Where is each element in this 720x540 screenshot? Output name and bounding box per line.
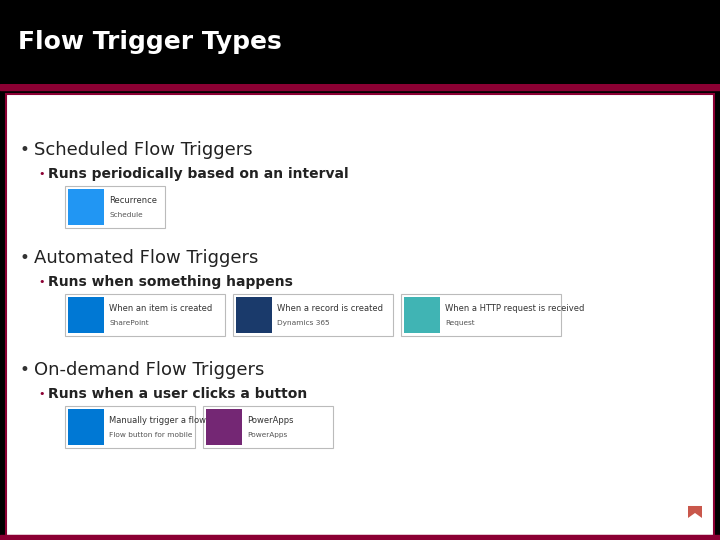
Text: •: • — [38, 169, 45, 179]
Bar — [206, 409, 242, 445]
Text: On-demand Flow Triggers: On-demand Flow Triggers — [34, 361, 264, 379]
Bar — [68, 297, 104, 333]
Text: Runs periodically based on an interval: Runs periodically based on an interval — [48, 167, 348, 181]
Bar — [0, 535, 720, 540]
Bar — [68, 189, 104, 225]
Text: Request: Request — [445, 320, 474, 326]
Bar — [401, 294, 561, 336]
Text: When an item is created: When an item is created — [109, 304, 212, 313]
Text: PowerApps: PowerApps — [247, 416, 294, 425]
Text: •: • — [38, 277, 45, 287]
Bar — [233, 294, 393, 336]
Bar — [65, 186, 165, 228]
Bar — [65, 406, 195, 448]
Text: •: • — [38, 389, 45, 399]
Text: Flow Trigger Types: Flow Trigger Types — [18, 30, 282, 54]
Bar — [236, 297, 272, 333]
Text: •: • — [20, 249, 30, 267]
Text: •: • — [20, 361, 30, 379]
Bar — [68, 409, 104, 445]
Text: Automated Flow Triggers: Automated Flow Triggers — [34, 249, 258, 267]
Polygon shape — [688, 506, 702, 518]
Text: When a record is created: When a record is created — [277, 304, 383, 313]
Text: When a HTTP request is received: When a HTTP request is received — [445, 304, 585, 313]
Text: SharePoint: SharePoint — [109, 320, 148, 326]
Bar — [0, 84, 720, 90]
Bar — [203, 406, 333, 448]
Text: Flow button for mobile: Flow button for mobile — [109, 433, 192, 438]
Text: Schedule: Schedule — [109, 212, 143, 218]
Bar — [65, 294, 225, 336]
Text: PowerApps: PowerApps — [247, 433, 287, 438]
Text: Scheduled Flow Triggers: Scheduled Flow Triggers — [34, 141, 253, 159]
Text: •: • — [20, 141, 30, 159]
Text: Recurrence: Recurrence — [109, 196, 157, 205]
Text: Dynamics 365: Dynamics 365 — [277, 320, 330, 326]
Text: Runs when a user clicks a button: Runs when a user clicks a button — [48, 387, 307, 401]
Bar — [404, 297, 440, 333]
Text: Runs when something happens: Runs when something happens — [48, 275, 293, 289]
Text: Manually trigger a flow: Manually trigger a flow — [109, 416, 206, 425]
